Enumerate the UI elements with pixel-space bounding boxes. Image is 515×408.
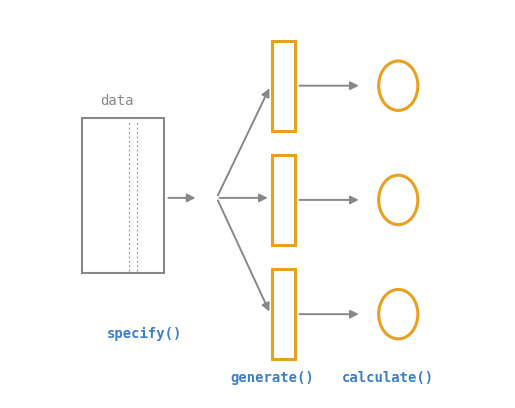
Text: generate(): generate() bbox=[230, 371, 314, 385]
Ellipse shape bbox=[379, 61, 418, 111]
Bar bbox=[82, 118, 164, 273]
Bar bbox=[272, 41, 296, 131]
Text: data: data bbox=[100, 94, 133, 108]
Bar bbox=[272, 155, 296, 245]
Text: calculate(): calculate() bbox=[342, 371, 434, 385]
Ellipse shape bbox=[379, 175, 418, 225]
Text: specify(): specify() bbox=[107, 326, 182, 341]
Ellipse shape bbox=[379, 289, 418, 339]
Bar bbox=[272, 269, 296, 359]
